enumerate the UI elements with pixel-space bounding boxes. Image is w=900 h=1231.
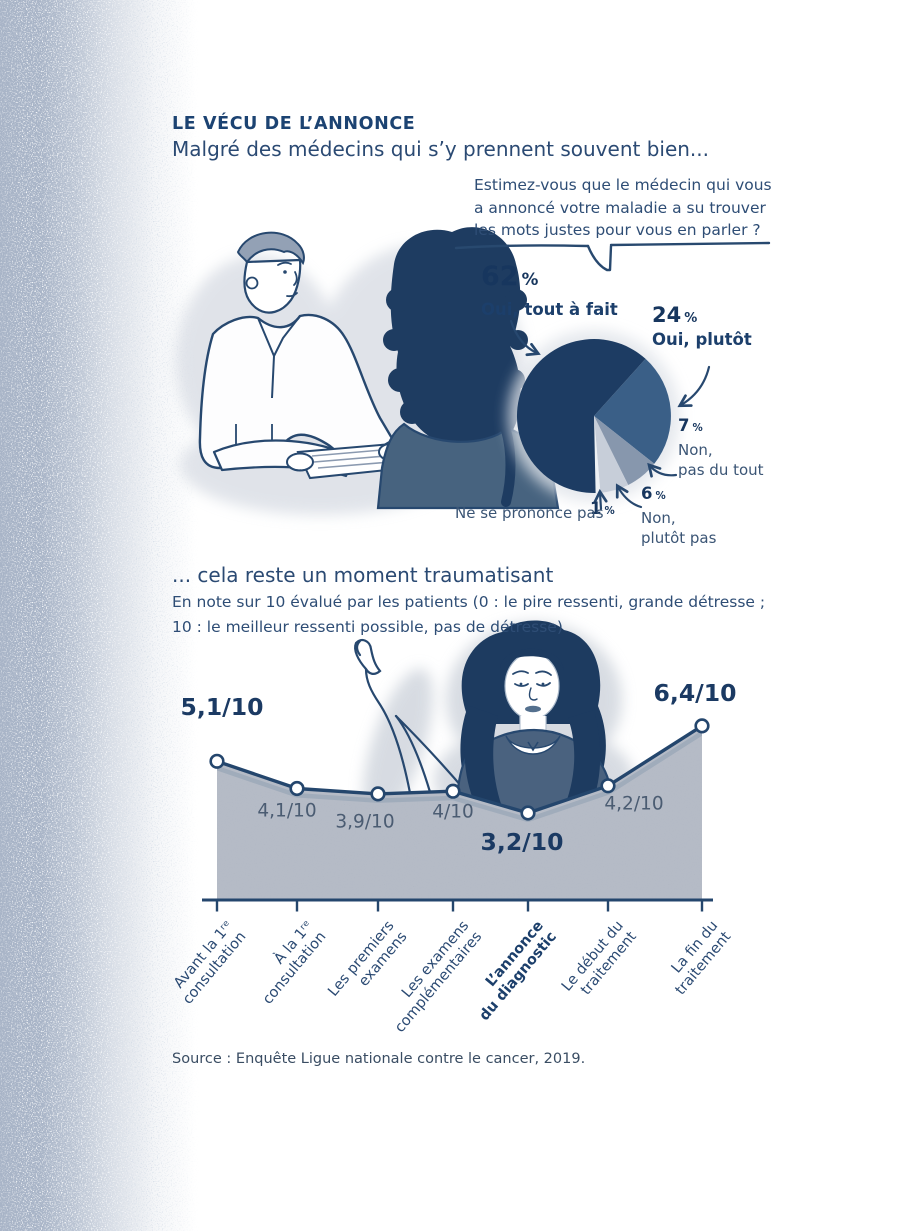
survey-question-bubble: Estimez-vous que le médecin qui vous a a… — [474, 174, 772, 242]
pie-value-label: 7% — [678, 416, 703, 435]
pie-value-label: 62% — [481, 261, 539, 292]
value-label: 5,1/10 — [180, 693, 264, 722]
section1-kicker: LE VÉCU DE L’ANNONCE — [172, 114, 416, 134]
pie-value-label: 1% — [590, 499, 615, 518]
bubble-question-line: Estimez-vous que le médecin qui vous — [474, 176, 772, 194]
pie-slice-label: Non, plutôt pas — [641, 509, 717, 547]
doctor-patient-illustration — [176, 227, 560, 515]
area-point-marker — [370, 786, 386, 802]
value-label: 3,9/10 — [335, 811, 395, 833]
scan-edge-noise — [0, 0, 200, 1231]
value-label: 4,1/10 — [257, 800, 317, 822]
section2-title: ... cela reste un moment traumatisant — [172, 563, 554, 587]
pie-slice-label: Non, pas du tout — [678, 441, 764, 479]
area-point-marker — [520, 805, 536, 821]
section1-title: Malgré des médecins qui s’y prennent sou… — [172, 137, 710, 161]
section2-note-line: 10 : le meilleur ressenti possible, pas … — [172, 618, 563, 636]
area-point-marker — [600, 778, 616, 794]
section2-note-line: En note sur 10 évalué par les patients (… — [172, 593, 766, 611]
pie-value-label: 24% — [652, 303, 698, 327]
source-note: Source : Enquête Ligue nationale contre … — [172, 1051, 586, 1067]
pie-value-label: 6% — [641, 484, 666, 503]
arrow-7 — [647, 462, 678, 478]
arrow-62 — [509, 319, 541, 357]
value-label: 6,4/10 — [653, 678, 737, 707]
pie-slice-label: Oui, tout à fait — [481, 300, 618, 319]
pie-slice — [594, 416, 629, 493]
value-label: 4,2/10 — [604, 793, 664, 815]
bubble-question-line: les mots justes pour vous en parler ? — [474, 221, 761, 239]
pie-slice-label: Oui, plutôt — [652, 330, 752, 349]
arrow-6 — [615, 483, 643, 509]
pie-slice — [594, 416, 601, 493]
pie-slice-label: Ne se prononce pas — [455, 504, 604, 522]
pie-slice — [594, 358, 671, 464]
value-label: 4/10 — [432, 801, 474, 823]
pie-chart — [516, 339, 671, 494]
pie-slice — [516, 339, 646, 494]
arrow-1 — [593, 488, 608, 511]
section2-note: En note sur 10 évalué par les patients (… — [172, 590, 765, 640]
value-label: 3,2/10 — [480, 827, 564, 856]
area-point-marker — [289, 780, 305, 797]
speech-bubble-line — [454, 241, 771, 272]
area-point-marker — [209, 753, 225, 769]
area-point-marker — [445, 783, 461, 799]
pie-slice — [594, 416, 655, 485]
area-point-marker — [694, 718, 710, 734]
bubble-question-line: a annoncé votre maladie a su trouver — [474, 198, 766, 217]
arrow-24 — [677, 365, 711, 408]
pie-label-arrows — [509, 319, 711, 511]
